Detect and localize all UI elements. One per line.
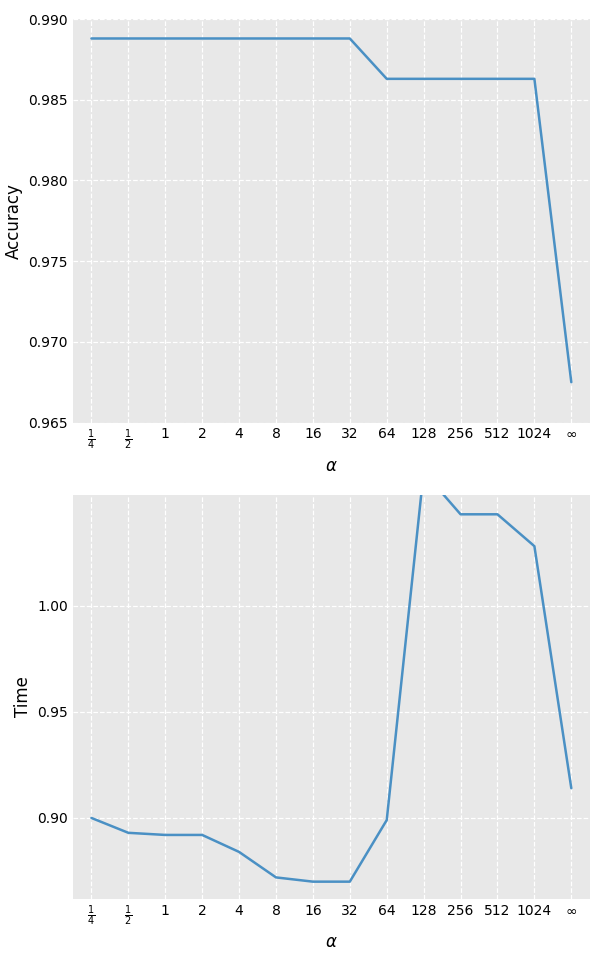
Y-axis label: Time: Time bbox=[14, 677, 32, 717]
X-axis label: $\alpha$: $\alpha$ bbox=[325, 457, 337, 475]
Y-axis label: Accuracy: Accuracy bbox=[5, 183, 23, 259]
X-axis label: $\alpha$: $\alpha$ bbox=[325, 933, 337, 951]
